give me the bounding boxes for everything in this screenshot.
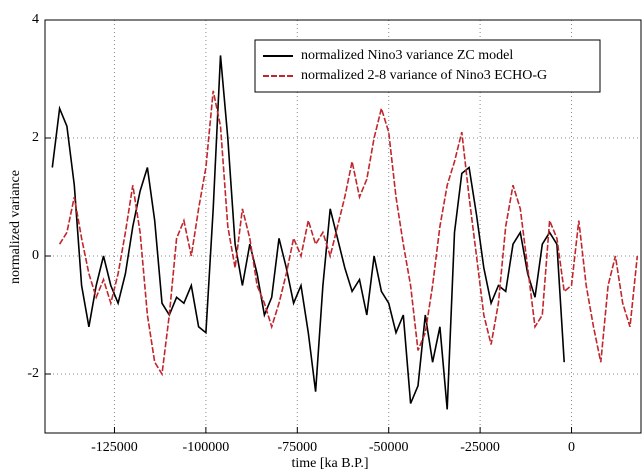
legend-label: normalized Nino3 variance ZC model <box>301 48 513 63</box>
series-line <box>58 90 639 377</box>
y-tick-label: 0 <box>32 248 39 263</box>
x-axis-label: time [ka B.P.] <box>292 456 369 471</box>
y-axis-label: normalized variance <box>8 170 23 284</box>
x-tick-label: 0 <box>568 440 575 455</box>
x-tick-label: -125000 <box>91 440 138 455</box>
x-tick-label: -100000 <box>183 440 230 455</box>
y-tick-label: 2 <box>32 130 39 145</box>
y-tick-label: -2 <box>27 366 39 381</box>
legend-box <box>254 39 601 93</box>
plot-frame <box>44 19 642 434</box>
series-line <box>51 55 565 410</box>
legend-label: normalized 2-8 variance of Nino3 ECHO-G <box>301 68 547 83</box>
y-tick-label: 4 <box>32 12 39 27</box>
x-tick-label: -25000 <box>460 440 500 455</box>
x-tick-label: -75000 <box>277 440 317 455</box>
x-tick-label: -50000 <box>369 440 409 455</box>
